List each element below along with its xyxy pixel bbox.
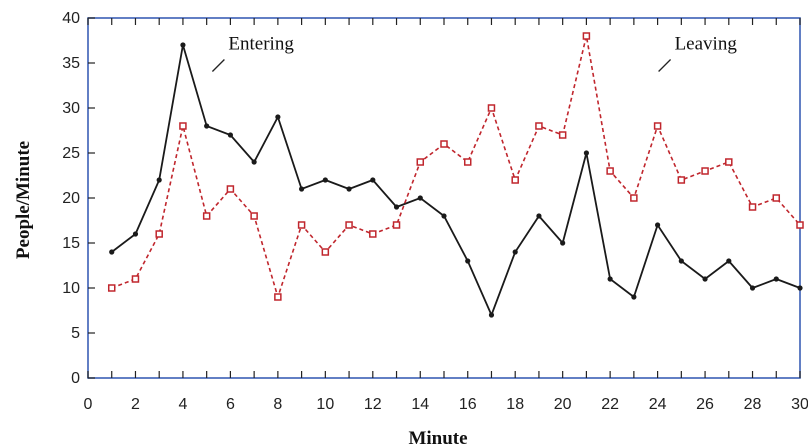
series-label-entering: Entering — [228, 34, 294, 55]
data-point-leaving — [725, 158, 733, 166]
series-layer — [107, 32, 804, 318]
data-point-entering — [465, 258, 471, 264]
data-point-leaving — [226, 185, 235, 193]
y-tick-label: 5 — [71, 325, 80, 342]
x-tick-label: 26 — [696, 396, 714, 413]
data-point-entering — [441, 213, 447, 219]
data-point-leaving — [345, 221, 353, 229]
y-tick-label: 30 — [62, 100, 80, 117]
data-point-leaving — [701, 167, 709, 175]
data-point-leaving — [653, 122, 662, 130]
data-point-entering — [536, 213, 542, 219]
data-point-leaving — [772, 194, 781, 202]
data-point-entering — [227, 132, 233, 138]
data-point-leaving — [369, 230, 377, 238]
data-point-leaving — [796, 221, 804, 229]
data-point-entering — [393, 204, 400, 210]
x-tick-label: 24 — [649, 396, 667, 413]
x-tick-label: 0 — [84, 396, 93, 413]
data-point-entering — [702, 276, 708, 282]
data-point-entering — [346, 186, 352, 192]
data-point-entering — [631, 294, 637, 300]
x-tick-label: 22 — [601, 396, 619, 413]
data-point-entering — [251, 159, 257, 165]
data-point-entering — [607, 276, 613, 282]
data-point-leaving — [440, 140, 448, 148]
data-point-entering — [275, 114, 281, 120]
data-point-leaving — [535, 122, 543, 130]
data-point-leaving — [463, 158, 472, 166]
data-point-entering — [560, 240, 566, 246]
y-axis-title: People/Minute — [13, 141, 34, 259]
y-tick-label: 35 — [62, 55, 80, 72]
y-tick-label: 10 — [62, 280, 80, 297]
data-point-entering — [583, 150, 590, 156]
plot-frame — [87, 17, 801, 379]
annotations: Entering Leaving — [211, 34, 738, 72]
x-tick-label: 28 — [744, 396, 762, 413]
data-point-leaving — [179, 122, 187, 130]
data-point-entering — [512, 249, 518, 255]
data-point-leaving — [416, 158, 425, 166]
data-point-entering — [797, 285, 803, 291]
data-point-entering — [322, 177, 328, 183]
y-tick-label: 0 — [71, 370, 80, 387]
series-line-leaving — [111, 35, 801, 300]
data-point-leaving — [511, 176, 519, 184]
data-point-entering — [678, 258, 684, 264]
y-tick-label: 25 — [62, 145, 80, 162]
y-tick-label: 15 — [62, 235, 80, 252]
x-tick-label: 12 — [364, 396, 382, 413]
x-tick-label: 16 — [459, 396, 477, 413]
x-tick-label: 10 — [316, 396, 334, 413]
data-point-leaving — [131, 275, 140, 283]
data-point-entering — [204, 123, 210, 129]
x-tick-label: 20 — [554, 396, 572, 413]
data-point-leaving — [202, 212, 211, 220]
x-tick-label: 4 — [178, 396, 187, 413]
data-point-entering — [726, 258, 732, 264]
data-point-entering — [109, 249, 115, 255]
x-tick-label: 18 — [506, 396, 524, 413]
data-point-leaving — [155, 230, 163, 238]
data-point-entering — [370, 177, 376, 183]
series-label-leader-leaving — [658, 59, 672, 72]
data-point-entering — [773, 276, 779, 282]
data-point-entering — [180, 42, 186, 48]
data-point-leaving — [582, 32, 591, 40]
data-point-leaving — [274, 293, 282, 301]
series-line-entering — [111, 44, 801, 318]
y-tick-label: 40 — [62, 10, 80, 27]
data-point-entering — [156, 177, 162, 183]
data-point-leaving — [558, 131, 567, 139]
data-point-leaving — [107, 284, 116, 292]
y-tick-label: 20 — [62, 190, 80, 207]
data-point-entering — [655, 222, 661, 228]
x-tick-label: 2 — [131, 396, 140, 413]
data-point-leaving — [392, 221, 401, 229]
data-point-entering — [749, 285, 756, 291]
x-axis-title: Minute — [408, 428, 467, 448]
x-tick-label: 6 — [226, 396, 235, 413]
data-point-leaving — [321, 248, 330, 256]
x-tick-label: 14 — [411, 396, 429, 413]
data-point-entering — [132, 231, 139, 237]
series-label-leader-entering — [211, 59, 225, 72]
data-point-leaving — [630, 194, 638, 202]
data-point-leaving — [606, 167, 614, 175]
data-point-leaving — [748, 203, 757, 211]
x-tick-label: 30 — [791, 396, 808, 413]
data-point-leaving — [250, 212, 258, 220]
data-point-leaving — [677, 176, 686, 184]
data-point-entering — [417, 195, 423, 201]
data-point-entering — [488, 312, 495, 318]
data-point-leaving — [297, 221, 306, 229]
data-point-leaving — [487, 104, 496, 112]
data-point-entering — [299, 186, 305, 192]
x-tick-label: 8 — [273, 396, 282, 413]
series-label-leaving: Leaving — [675, 34, 738, 55]
